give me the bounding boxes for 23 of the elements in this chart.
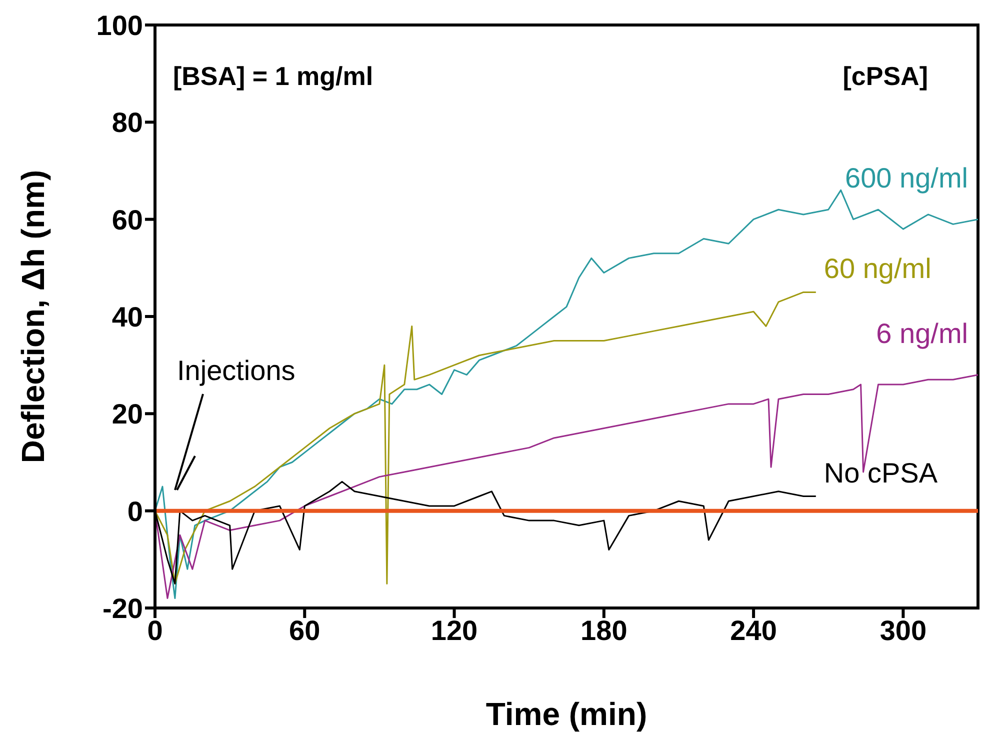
x-tick-label: 180 [580,614,628,646]
y-tick-label: 100 [96,10,143,41]
y-tick-label: 40 [112,301,143,332]
y-tick-label: 80 [112,107,143,138]
x-tick-label: 300 [880,614,927,646]
annotation: Injections [177,355,296,386]
series-label: 600 ng/ml [845,162,968,194]
y-tick-label: -20 [102,592,143,624]
series-label: No cPSA [824,457,938,488]
y-axis-title: Deflection, Δh (nm) [15,170,51,464]
line-series [155,291,817,584]
annotation: [cPSA] [842,61,928,91]
series-label: 6 ng/ml [876,318,968,349]
x-axis-title: Time (min) [486,696,648,732]
y-tick-label: 20 [112,398,143,430]
x-tick-label: 120 [430,614,478,646]
y-tick-label: 60 [112,204,143,236]
series-label: 60 ng/ml [824,253,932,284]
y-tick-label: 0 [127,496,143,527]
x-tick-label: 240 [730,614,777,646]
x-tick-label: 0 [147,614,163,646]
annotation: [BSA] = 1 mg/ml [173,61,374,91]
x-tick-label: 60 [289,614,320,646]
